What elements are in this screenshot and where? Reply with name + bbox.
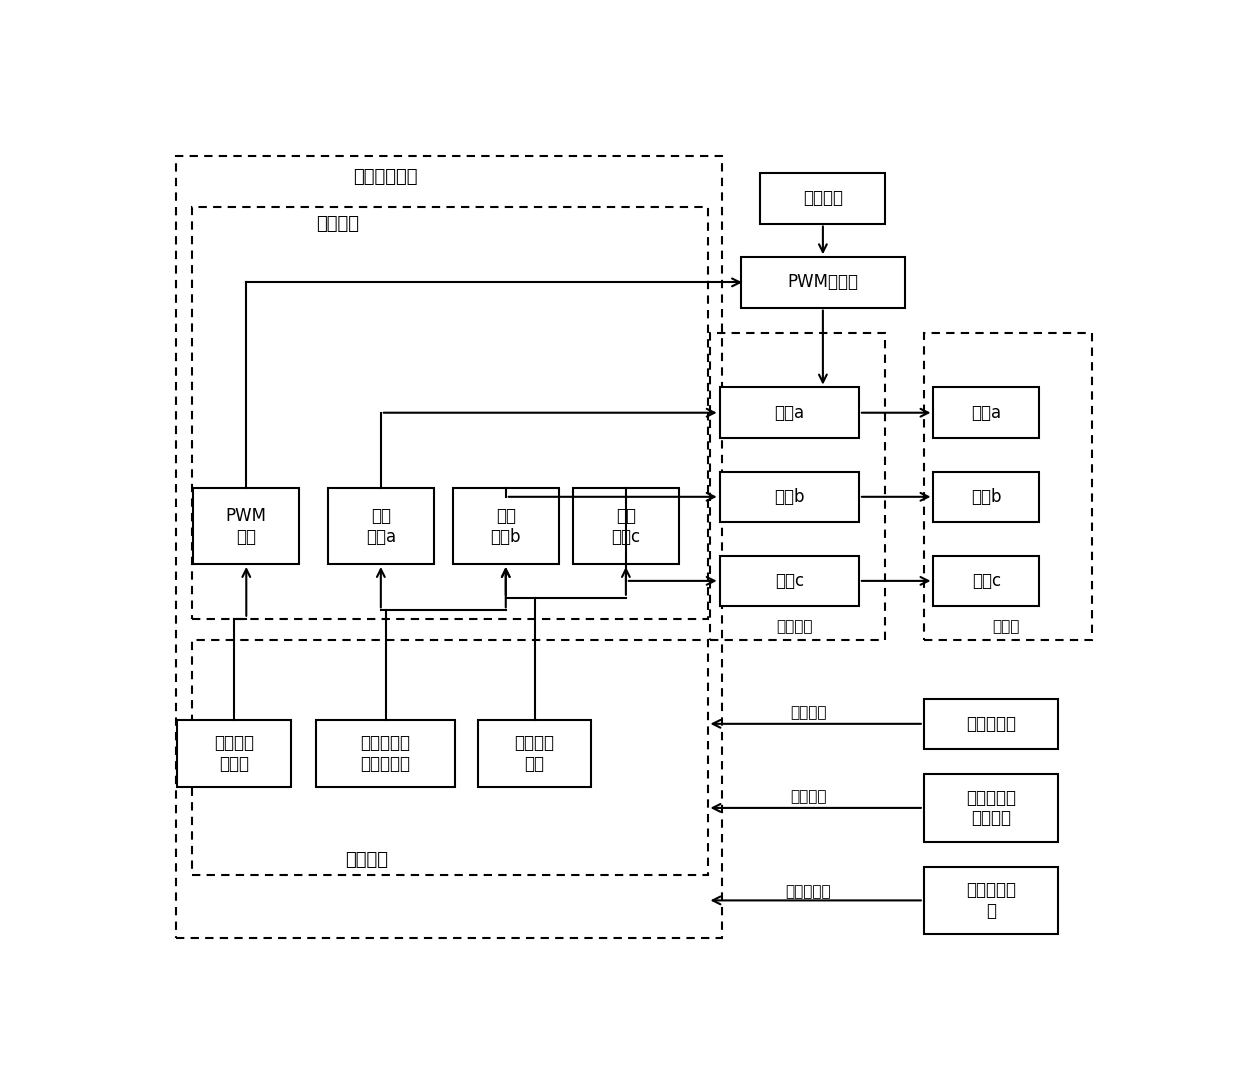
Text: 开关b: 开关b [774,488,805,506]
Text: 输出模块: 输出模块 [316,214,360,233]
Bar [934,556,1039,606]
Text: 开关
控制b: 开关 控制b [491,507,521,546]
Text: 开关集合: 开关集合 [776,619,812,634]
Bar [719,388,859,438]
Bar [719,556,859,606]
Text: 电磁体: 电磁体 [992,619,1019,634]
Text: 制动信号: 制动信号 [790,790,827,805]
Bar [191,640,708,875]
Bar [924,774,1059,842]
Text: 开关
控制c: 开关 控制c [611,507,640,546]
Bar [934,472,1039,522]
Text: 载重大小
判断: 载重大小 判断 [515,734,554,773]
Text: 制动踏板行
程大小判断: 制动踏板行 程大小判断 [361,734,410,773]
Text: 开关a: 开关a [774,404,805,422]
Text: 载重传感器: 载重传感器 [966,715,1016,733]
Text: 线圈b: 线圈b [971,488,1002,506]
Bar [453,488,558,565]
Text: 载重信号: 载重信号 [790,705,827,721]
Bar [177,720,290,787]
Bar [742,258,905,308]
Bar [719,472,859,522]
Bar [924,867,1059,934]
Text: 线圈a: 线圈a [971,404,1002,422]
Bar [924,699,1059,749]
Bar [191,206,708,619]
Text: 开关
控制a: 开关 控制a [366,507,396,546]
Text: 加速度信号: 加速度信号 [786,885,831,900]
Bar [934,388,1039,438]
Bar [760,173,885,224]
Text: 加速度大
小判断: 加速度大 小判断 [213,734,254,773]
Bar [193,488,299,565]
Bar [477,720,591,787]
Text: 开关c: 开关c [775,572,804,590]
Text: 电子控制单元: 电子控制单元 [353,168,418,187]
Bar [327,488,434,565]
Bar [711,333,885,640]
Text: 运算模块: 运算模块 [345,851,388,869]
Text: 线圈c: 线圈c [972,572,1001,590]
Bar [316,720,455,787]
Text: PWM控制器: PWM控制器 [787,273,858,292]
Text: 制动踏板行
程传感器: 制动踏板行 程传感器 [966,788,1016,828]
Bar [924,333,1092,640]
Text: 供电电源: 供电电源 [802,189,843,207]
Text: 加速度传感
器: 加速度传感 器 [966,881,1016,919]
Bar [573,488,678,565]
Bar [176,156,722,938]
Text: PWM
控制: PWM 控制 [226,507,267,546]
